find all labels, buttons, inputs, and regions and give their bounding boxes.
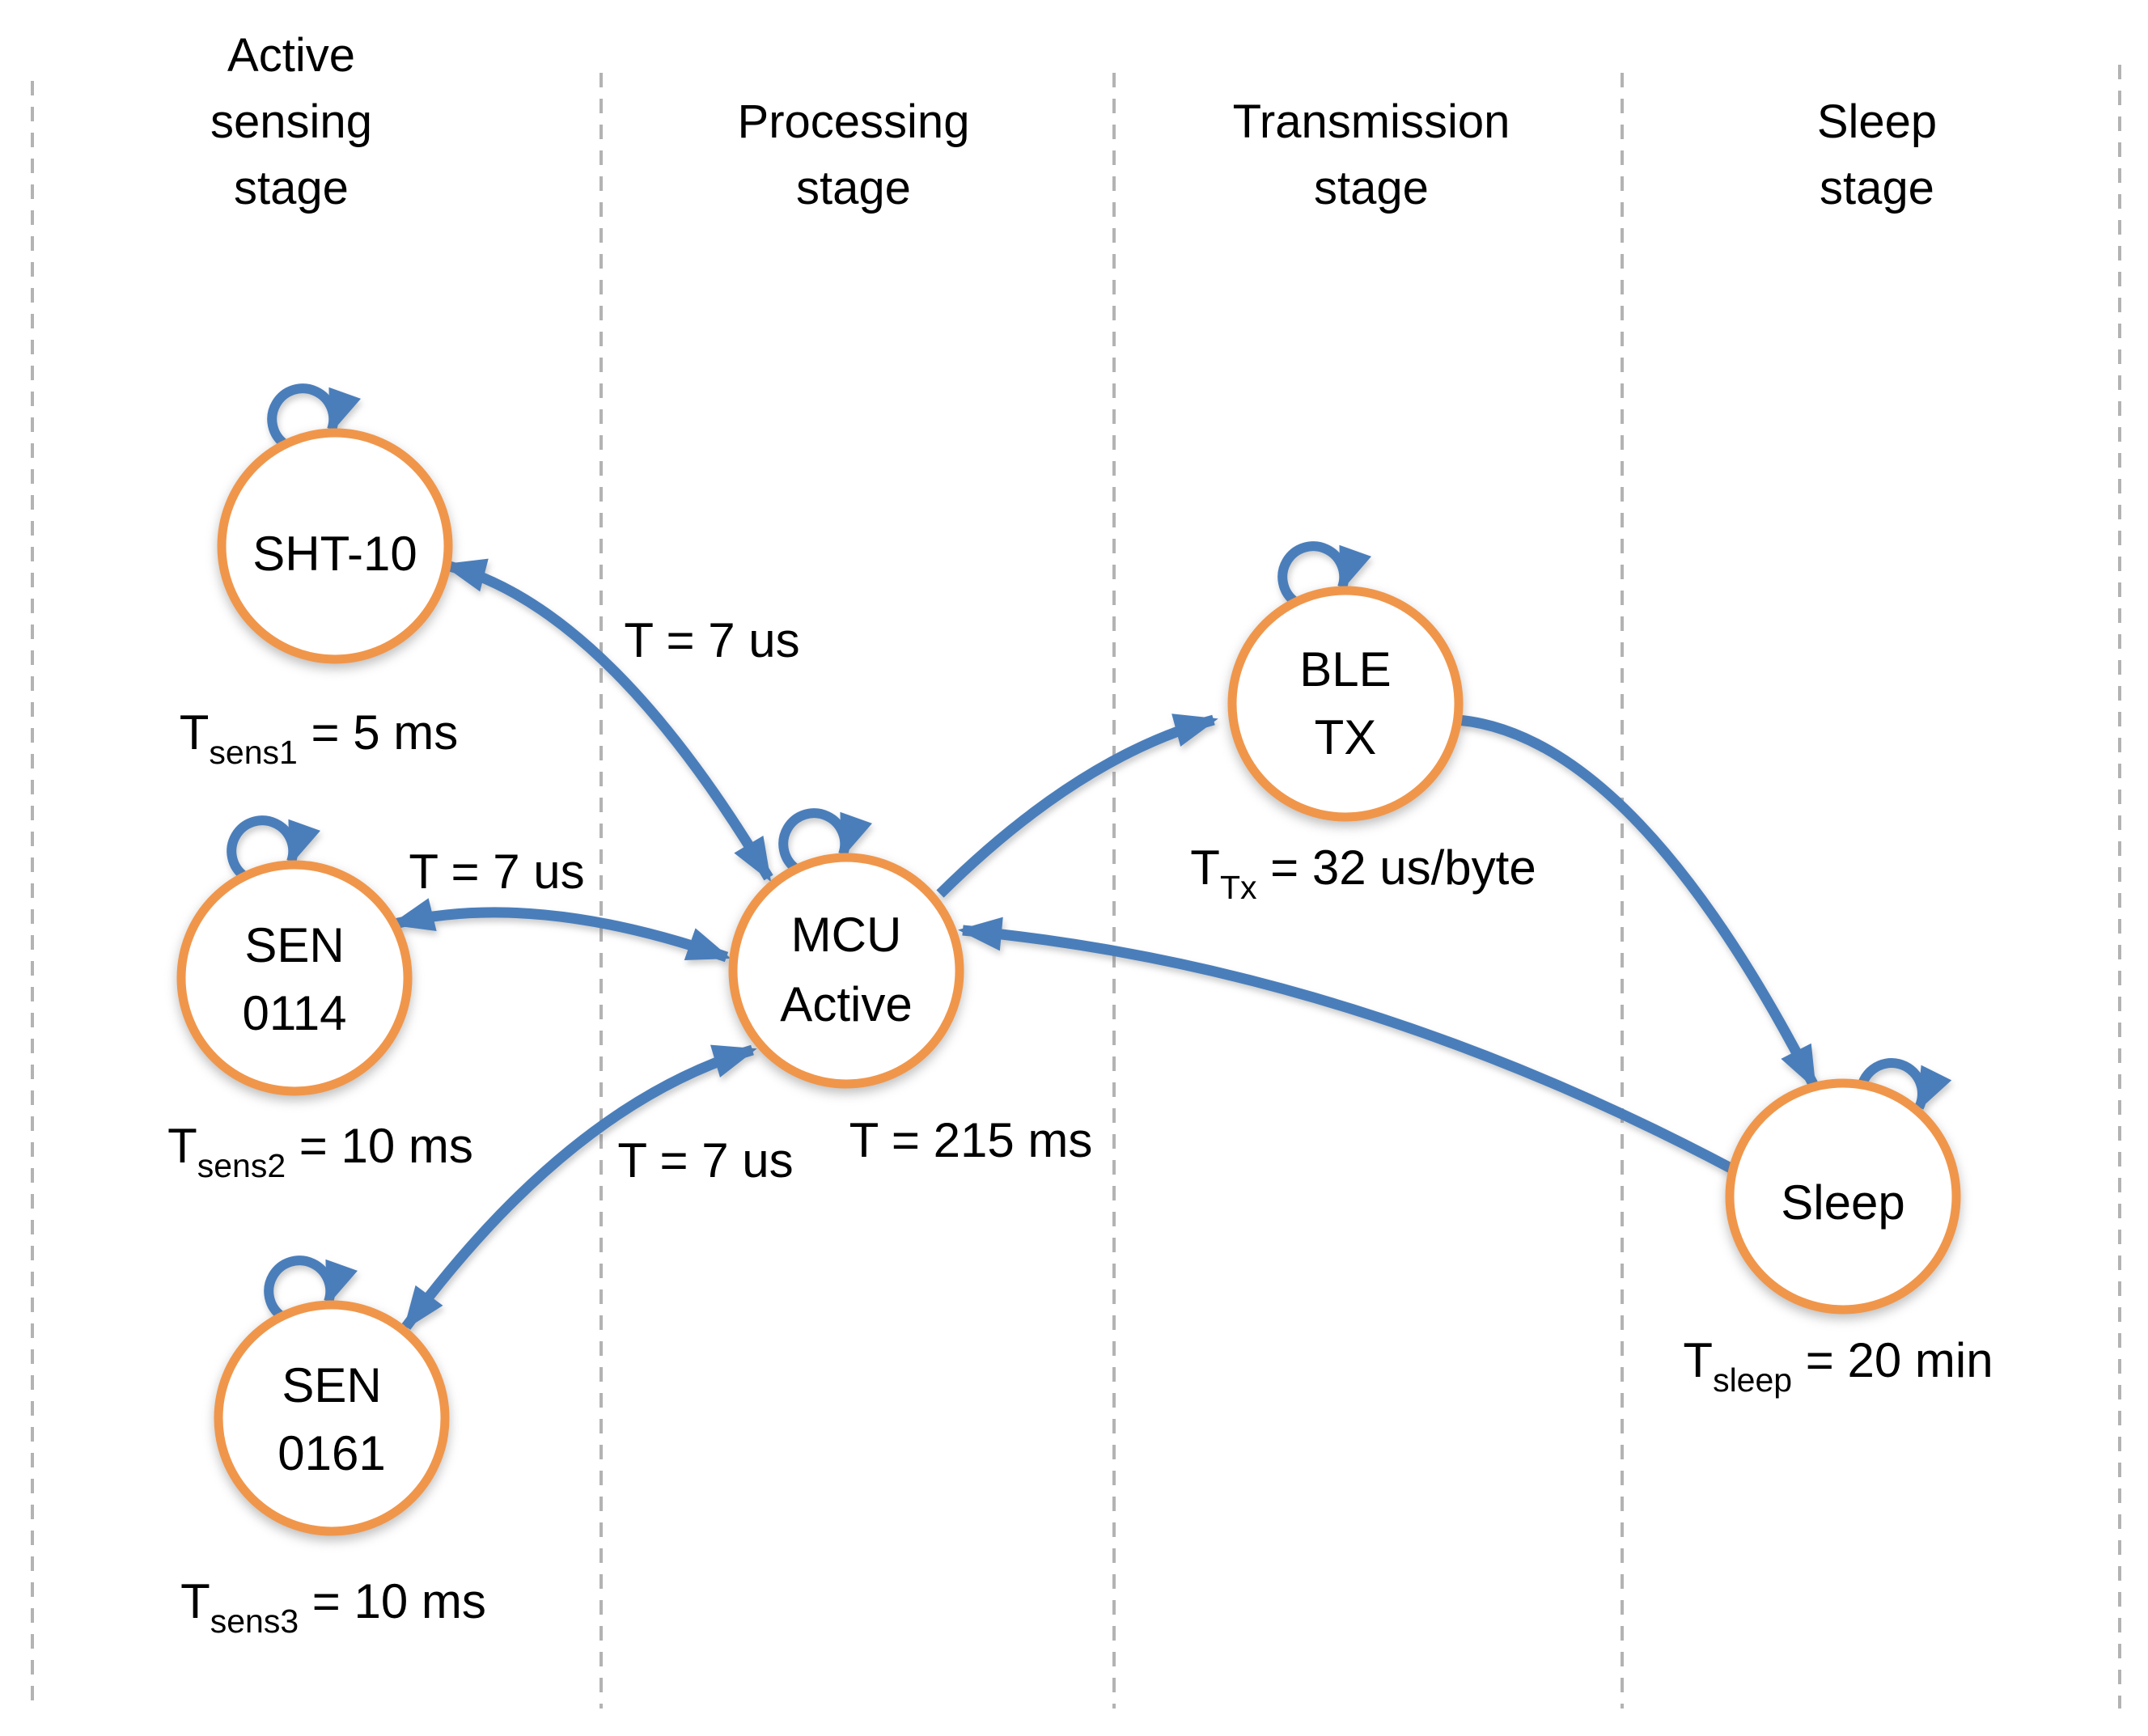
ble-time-label: TTx = 32 us/byte — [1190, 840, 1536, 906]
stage-header-sleep: stage — [1820, 162, 1934, 214]
node-ble: BLE TX — [1227, 586, 1464, 822]
edge-label-sen0161-mcu: T = 7 us — [617, 1133, 793, 1188]
sen0161-label: 0161 — [278, 1426, 385, 1480]
sht10-circle — [217, 428, 453, 664]
stage-header-processing: stage — [796, 162, 911, 214]
sen0114-label: 0114 — [242, 986, 346, 1040]
edge-label-sen0114-mcu: T = 7 us — [409, 845, 584, 899]
self-loop-sht10 — [267, 383, 361, 448]
sleep-time-label: Tsleep = 20 min — [1683, 1333, 1993, 1399]
ble-label: TX — [1315, 710, 1377, 764]
self-loop-sen0161 — [264, 1255, 358, 1320]
sleep-label: Sleep — [1781, 1175, 1904, 1230]
node-sleep: Sleep — [1725, 1078, 1961, 1315]
ble-circle — [1227, 586, 1464, 822]
self-loop-sleep — [1856, 1058, 1952, 1112]
sen0114-label: SEN — [244, 918, 344, 972]
stage-headers: Active sensing stage Processing stage Tr… — [210, 29, 1937, 214]
edge-sleep-mcu — [958, 917, 1737, 1175]
ble-label: BLE — [1299, 642, 1391, 697]
edge-sen0161-mcu — [401, 1044, 757, 1331]
node-sen0114: SEN 0114 — [176, 860, 413, 1096]
self-loop-sen0114 — [227, 815, 320, 880]
edge-mcu-ble — [936, 713, 1218, 898]
self-loop-ble — [1277, 541, 1371, 606]
edge-sen0114-mcu — [390, 898, 731, 963]
self-loops — [227, 383, 1952, 1320]
node-sen0161: SEN 0161 — [214, 1300, 450, 1536]
mcu-time-label: T = 215 ms — [849, 1113, 1093, 1167]
edge-label-sht10-mcu: T = 7 us — [624, 613, 799, 667]
stage-header-sleep: Sleep — [1817, 95, 1937, 148]
stage-header-transmission: Transmission — [1233, 95, 1510, 148]
stage-header-active-sensing: stage — [234, 162, 349, 214]
transition-edges — [390, 558, 1819, 1331]
sen0161-label: SEN — [282, 1358, 381, 1412]
mcu-label: MCU — [791, 908, 902, 962]
mcu-label: Active — [780, 977, 912, 1031]
stage-header-transmission: stage — [1314, 162, 1429, 214]
stage-header-processing: Processing — [738, 95, 970, 148]
stage-dividers — [31, 65, 2121, 1708]
sht10-time-label: Tsens1 = 5 ms — [180, 705, 458, 771]
stage-header-active-sensing: Active — [227, 29, 355, 82]
state-nodes: SHT-10 SEN 0114 SEN 0161 MCU Active BLE … — [176, 428, 1961, 1536]
edge-sht10-mcu — [442, 558, 773, 883]
sleep-circle — [1725, 1078, 1961, 1315]
sen0161-circle — [214, 1300, 450, 1536]
sen0161-time-label: Tsens3 = 10 ms — [180, 1574, 486, 1640]
sen0114-time-label: Tsens2 = 10 ms — [167, 1119, 473, 1184]
node-mcu: MCU Active — [728, 853, 964, 1089]
self-loop-mcu — [778, 808, 872, 873]
timing-labels: Tsens1 = 5 ms Tsens2 = 10 ms Tsens3 = 10… — [167, 613, 1993, 1640]
edge-ble-sleep — [1457, 714, 1819, 1090]
sen0114-circle — [176, 860, 413, 1096]
sht10-label: SHT-10 — [252, 527, 417, 581]
stage-header-active-sensing: sensing — [210, 95, 372, 148]
mcu-circle — [728, 853, 964, 1089]
node-sht10: SHT-10 — [217, 428, 453, 664]
